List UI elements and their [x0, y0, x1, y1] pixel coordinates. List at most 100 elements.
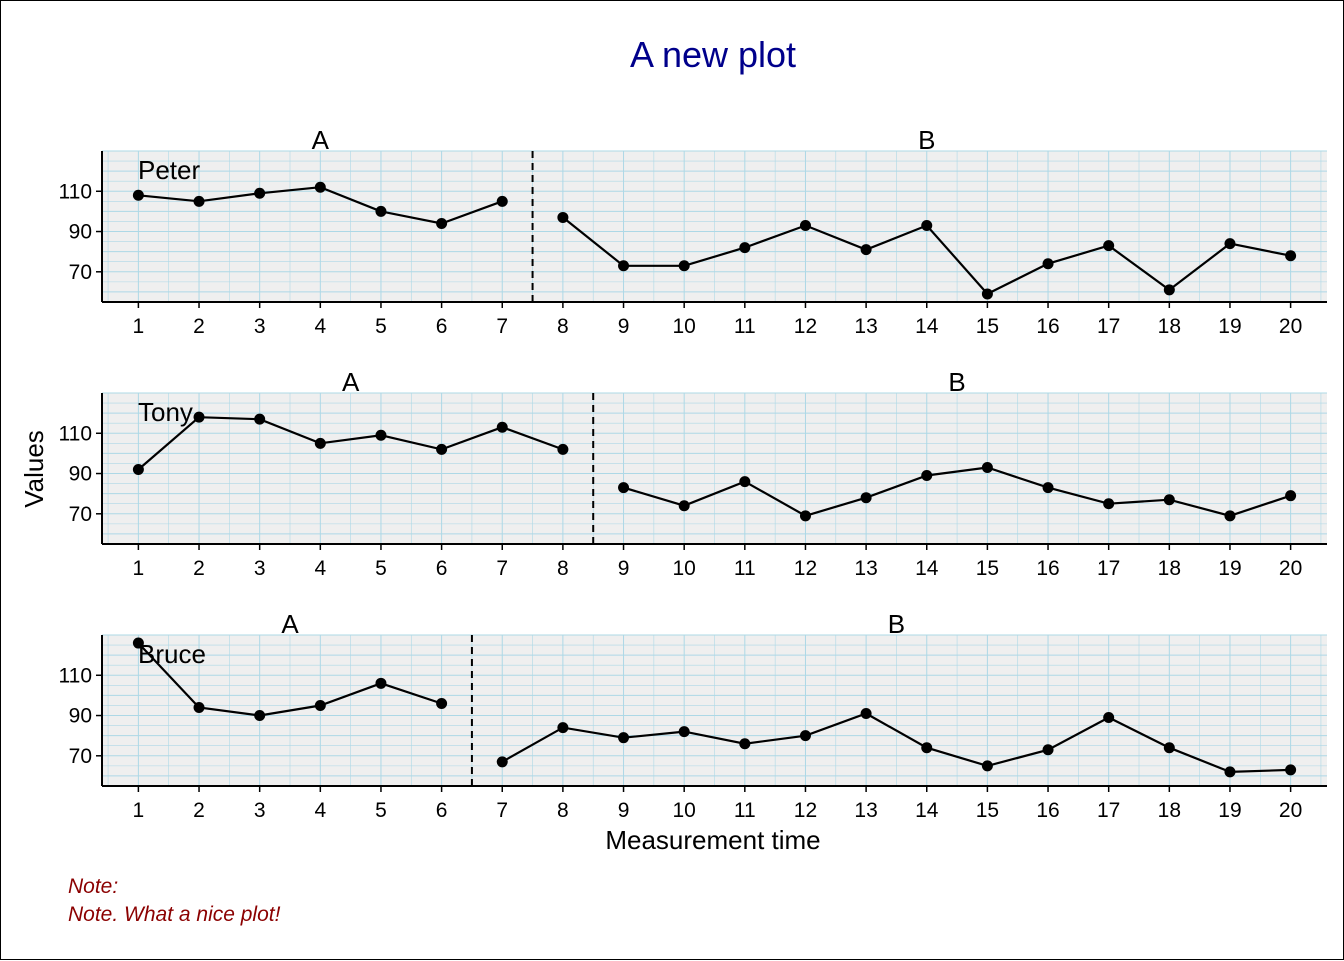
x-tick-label: 4	[314, 557, 326, 580]
data-point	[1285, 764, 1297, 776]
data-point	[132, 189, 144, 201]
x-tick-label: 18	[1158, 799, 1181, 822]
data-point	[739, 738, 751, 750]
data-point	[921, 470, 933, 482]
data-point	[618, 260, 630, 272]
x-tick-label: 13	[854, 799, 877, 822]
data-point	[678, 260, 690, 272]
series-line	[137, 416, 564, 471]
x-tick-label: 9	[618, 315, 630, 338]
data-point	[618, 732, 630, 744]
y-tick-label: 110	[59, 664, 92, 687]
x-tick-label: 6	[436, 315, 448, 338]
data-point	[314, 181, 326, 193]
y-tick-label: 70	[69, 261, 92, 284]
data-point	[799, 730, 811, 742]
x-tick-label: 16	[1036, 557, 1059, 580]
x-tick-label: 20	[1279, 315, 1302, 338]
data-point	[1042, 744, 1054, 756]
x-tick-label: 8	[557, 799, 569, 822]
data-point	[981, 288, 993, 300]
case-label: Tony	[138, 397, 193, 427]
x-tick-label: 7	[496, 799, 508, 822]
data-point	[496, 195, 508, 207]
data-point	[1224, 238, 1236, 250]
x-tick-label: 5	[375, 557, 387, 580]
x-tick-label: 13	[854, 557, 877, 580]
data-point	[739, 242, 751, 254]
y-tick-label: 110	[59, 422, 92, 445]
data-point	[193, 701, 205, 713]
x-tick-label: 8	[557, 315, 569, 338]
x-tick-label: 12	[794, 557, 817, 580]
x-tick-label: 18	[1158, 557, 1181, 580]
x-tick-label: 20	[1279, 799, 1302, 822]
data-point	[436, 443, 448, 455]
x-tick-label: 7	[496, 315, 508, 338]
x-tick-label: 8	[557, 557, 569, 580]
x-tick-label: 19	[1218, 315, 1241, 338]
x-tick-label: 16	[1036, 315, 1059, 338]
x-tick-label: 17	[1097, 799, 1120, 822]
data-point	[314, 699, 326, 711]
data-point	[1103, 712, 1115, 724]
data-point	[496, 756, 508, 768]
x-tick-label: 10	[672, 799, 695, 822]
data-point	[1163, 494, 1175, 506]
y-tick-label: 90	[69, 705, 92, 728]
x-tick-label: 17	[1097, 557, 1120, 580]
x-tick-label: 3	[254, 799, 266, 822]
case-label: Peter	[138, 155, 200, 185]
data-point	[557, 722, 569, 734]
x-tick-label: 4	[314, 799, 326, 822]
x-tick-label: 10	[672, 557, 695, 580]
x-tick-label: 2	[193, 799, 205, 822]
x-tick-label: 15	[976, 799, 999, 822]
phase-label: B	[948, 367, 965, 397]
data-point	[618, 482, 630, 494]
x-tick-label: 3	[254, 315, 266, 338]
data-point	[860, 708, 872, 720]
data-point	[1042, 258, 1054, 270]
x-tick-label: 1	[133, 315, 145, 338]
data-point	[375, 429, 387, 441]
data-point	[132, 637, 144, 649]
data-point	[193, 411, 205, 423]
note-line-2: Note. What a nice plot!	[68, 903, 281, 926]
series-line	[137, 642, 442, 717]
x-tick-label: 4	[314, 315, 326, 338]
x-tick-label: 7	[496, 557, 508, 580]
data-point	[496, 421, 508, 433]
data-point	[1285, 250, 1297, 262]
data-point	[860, 244, 872, 256]
x-tick-label: 16	[1036, 799, 1059, 822]
phase-label: B	[888, 609, 905, 639]
x-tick-label: 19	[1218, 557, 1241, 580]
x-tick-label: 3	[254, 557, 266, 580]
x-tick-label: 6	[436, 799, 448, 822]
x-tick-label: 14	[915, 557, 939, 580]
x-axis-label: Measurement time	[605, 825, 820, 855]
data-point	[436, 217, 448, 229]
data-point	[739, 476, 751, 488]
data-point	[193, 195, 205, 207]
x-tick-label: 13	[854, 315, 877, 338]
y-tick-label: 90	[69, 463, 92, 486]
data-point	[254, 187, 266, 199]
chart-title: A new plot	[630, 34, 796, 75]
data-point	[860, 492, 872, 504]
x-tick-label: 5	[375, 315, 387, 338]
x-tick-label: 14	[915, 315, 939, 338]
data-point	[436, 697, 448, 709]
data-point	[1285, 490, 1297, 502]
phase-label: A	[312, 125, 330, 155]
phase-label: B	[918, 125, 935, 155]
data-point	[1163, 742, 1175, 754]
x-tick-label: 15	[976, 557, 999, 580]
x-tick-label: 20	[1279, 557, 1302, 580]
y-tick-label: 110	[59, 180, 92, 203]
